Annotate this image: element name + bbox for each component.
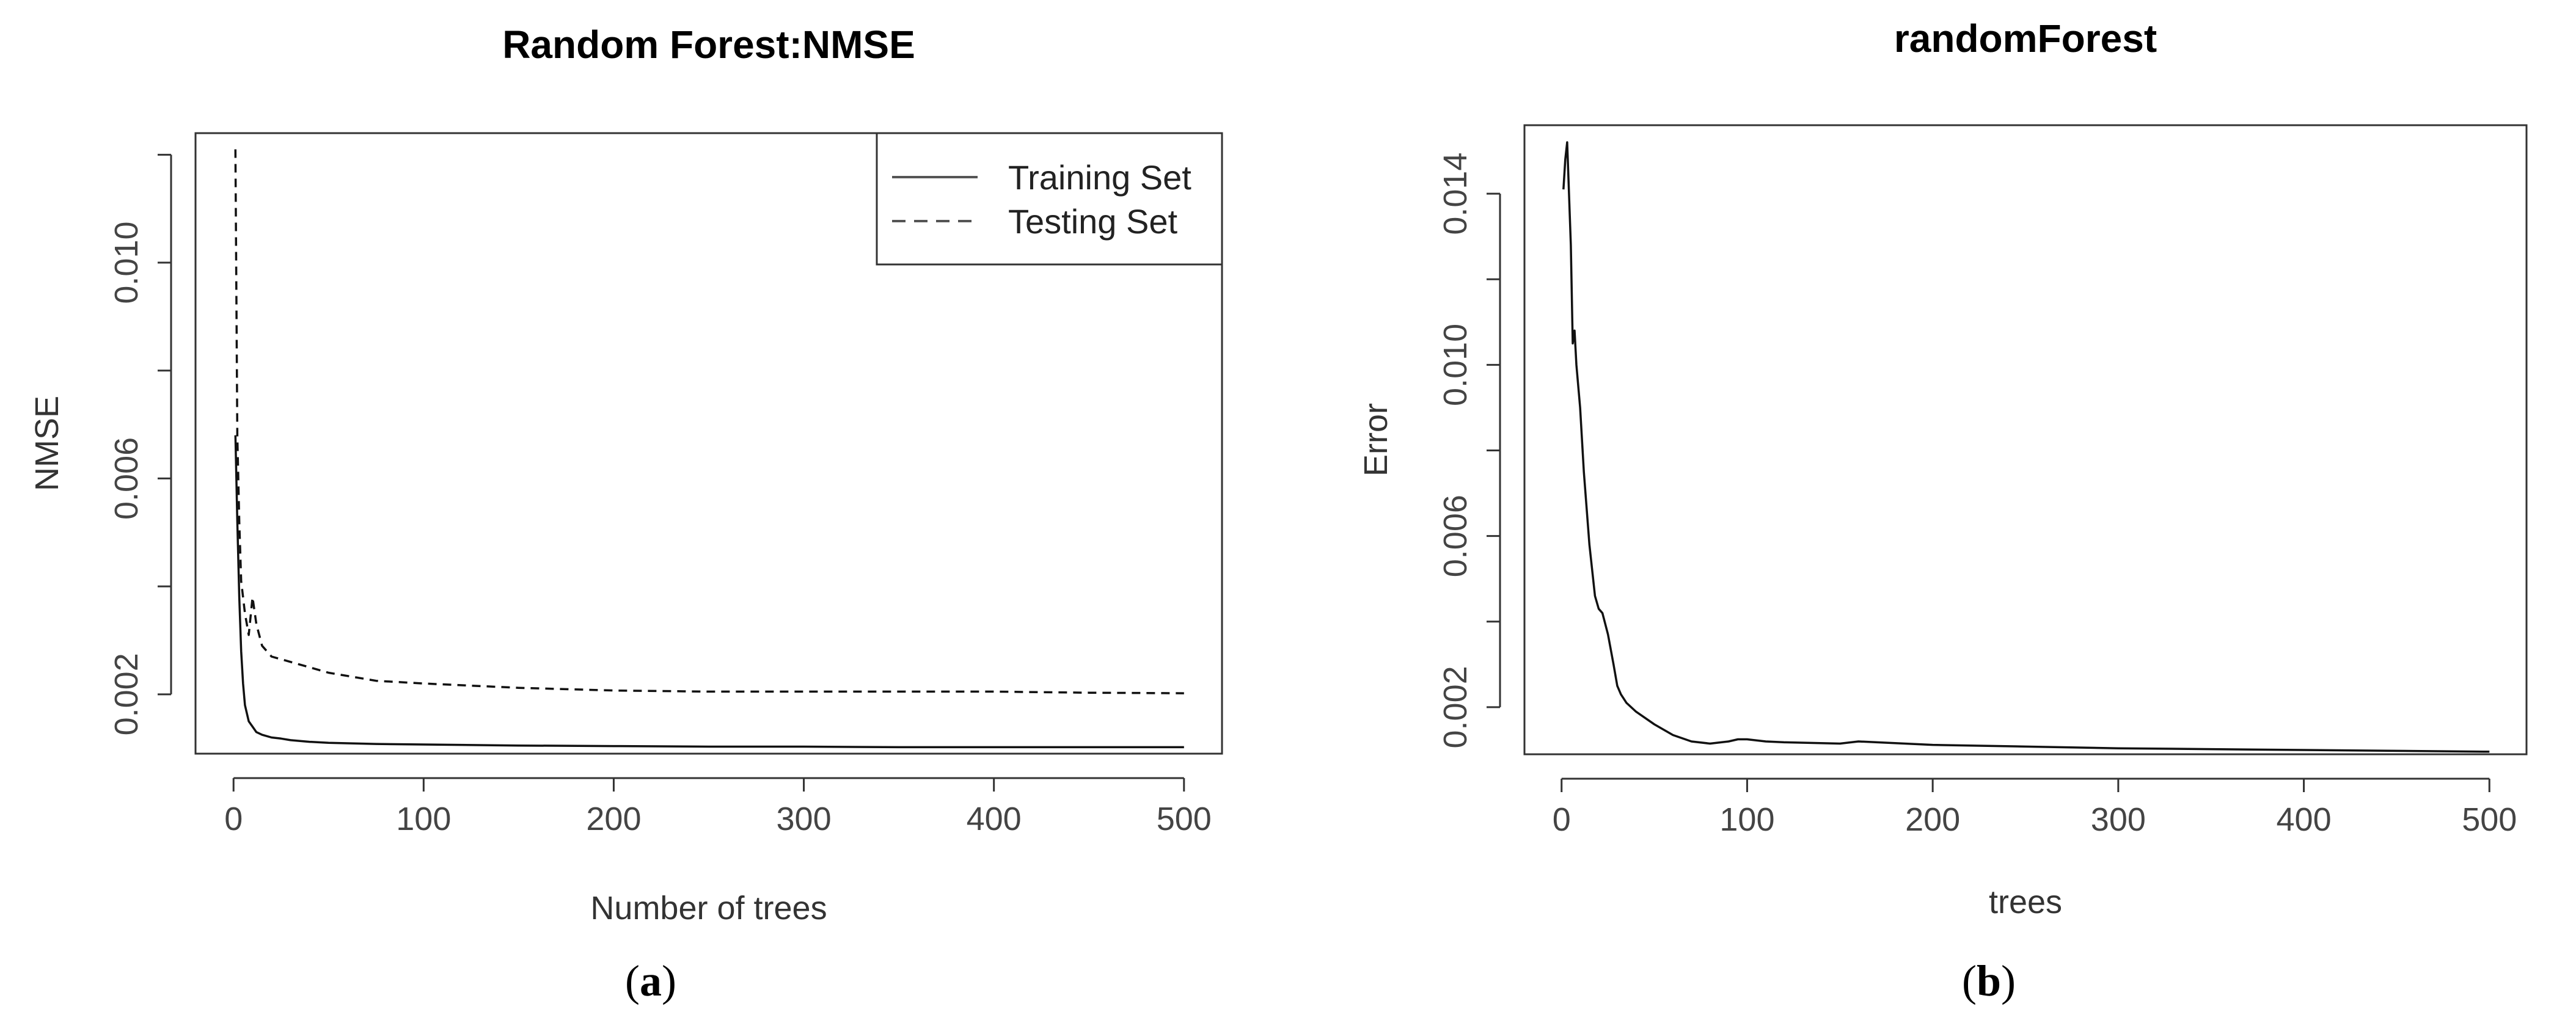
x-tick-label: 400 xyxy=(967,801,1022,837)
x-tick-label: 100 xyxy=(396,801,451,837)
panel-b-x-label: trees xyxy=(1989,884,2062,920)
x-tick-label: 300 xyxy=(777,801,832,837)
panel-b-y-label: Error xyxy=(1358,403,1394,476)
y-tick-label: 0.006 xyxy=(1437,495,1474,577)
y-tick-label: 0.010 xyxy=(1437,324,1474,406)
x-tick-label: 0 xyxy=(224,801,243,837)
x-tick-label: 0 xyxy=(1553,801,1571,838)
panel-a-y-axis: 0.002 0.006 0.010 xyxy=(108,153,172,735)
panel-b-caption: (b) xyxy=(1962,956,2016,1005)
legend-label-testing: Testing Set xyxy=(1008,202,1177,241)
y-tick-label: 0.006 xyxy=(108,437,145,520)
y-tick-label: 0.010 xyxy=(108,221,145,304)
y-tick-label: 0.014 xyxy=(1437,153,1474,235)
panel-b-series-group xyxy=(1562,141,2490,753)
legend-box xyxy=(876,132,1223,266)
panel-a: Random Forest:NMSE 0 100 200 300 400 500 0.00… xyxy=(29,23,1223,1005)
panel-a-series-1-line xyxy=(234,149,1184,694)
panel-a-x-axis: 0 100 200 300 400 500 xyxy=(224,777,1212,837)
y-tick-label: 0.002 xyxy=(1437,666,1474,748)
legend-label-training: Training Set xyxy=(1008,158,1191,197)
y-tick-label: 0.002 xyxy=(108,653,145,735)
x-tick-label: 200 xyxy=(1905,801,1960,838)
panel-a-series-group xyxy=(234,149,1184,749)
x-tick-label: 200 xyxy=(586,801,641,837)
panel-a-x-label: Number of trees xyxy=(590,890,827,927)
panel-a-caption: (a) xyxy=(625,956,676,1005)
panel-b-title: randomForest xyxy=(1894,16,2157,60)
panel-a-title: Random Forest:NMSE xyxy=(502,23,915,67)
panel-b-plot-frame xyxy=(1523,124,2528,755)
panel-b-series-0-line xyxy=(1562,141,2490,753)
panel-a-y-label: NMSE xyxy=(29,396,65,491)
panel-b: randomForest 0 100 200 300 400 500 0.002 0.006… xyxy=(1358,16,2528,1005)
panel-a-legend: Training Set Testing Set xyxy=(876,132,1223,266)
x-tick-label: 300 xyxy=(2091,801,2146,838)
x-tick-label: 100 xyxy=(1719,801,1774,838)
x-tick-label: 400 xyxy=(2277,801,2332,838)
panel-b-x-axis: 0 100 200 300 400 500 xyxy=(1553,777,2517,838)
panel-b-y-axis: 0.002 0.006 0.010 0.014 xyxy=(1437,153,1501,748)
x-tick-label: 500 xyxy=(2462,801,2517,838)
panel-a-plot-frame xyxy=(194,132,1223,755)
panel-a-series-0-line xyxy=(234,435,1184,749)
x-tick-label: 500 xyxy=(1157,801,1212,837)
